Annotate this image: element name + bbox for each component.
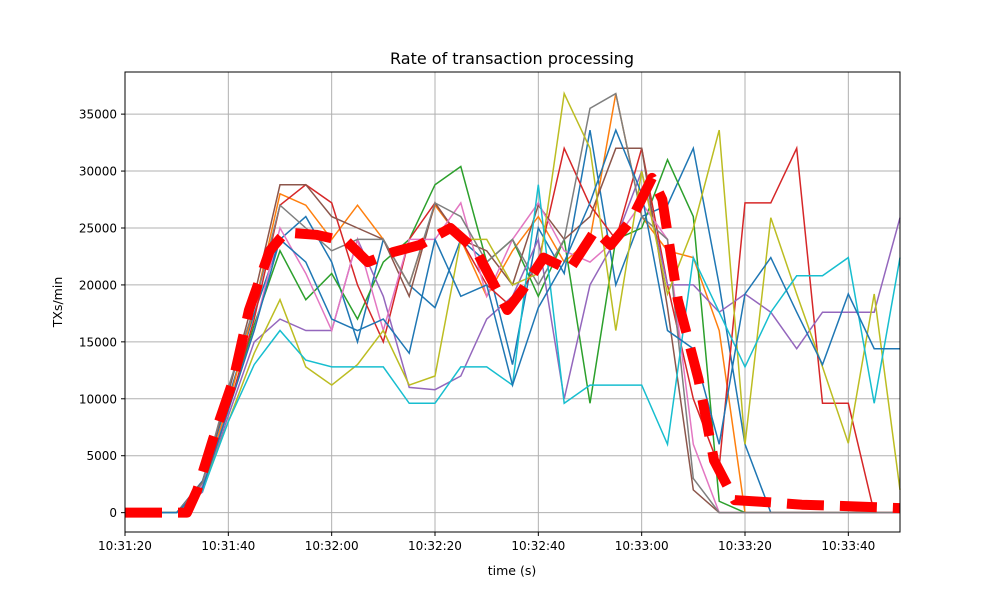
x-tick-label: 10:33:20 xyxy=(718,539,772,553)
x-tick-label: 10:31:20 xyxy=(98,539,152,553)
y-tick-label: 0 xyxy=(109,506,117,520)
x-tick-label: 10:32:40 xyxy=(511,539,565,553)
y-tick-label: 30000 xyxy=(79,165,117,179)
series-line-11 xyxy=(125,127,900,514)
series-line-9 xyxy=(125,91,901,514)
y-tick-label: 15000 xyxy=(79,335,117,349)
y-tick-label: 20000 xyxy=(79,278,117,292)
x-tick-label: 10:32:00 xyxy=(305,539,359,553)
x-axis-label: time (s) xyxy=(488,563,536,578)
y-tick-label: 10000 xyxy=(79,392,117,406)
x-tick-label: 10:32:20 xyxy=(408,539,462,553)
x-tick-label: 10:33:00 xyxy=(615,539,669,553)
ticks: 10:31:20 10:31:40 10:32:00 10:32:20 10:32:40… xyxy=(79,108,875,553)
y-tick-label: 5000 xyxy=(86,449,117,463)
mean-line xyxy=(125,172,901,518)
x-tick-label: 10:33:40 xyxy=(821,539,875,553)
x-tick-label: 10:31:40 xyxy=(201,539,255,553)
chart-title: Rate of transaction processing xyxy=(390,49,634,68)
axes-frame xyxy=(124,71,901,533)
y-tick-label: 25000 xyxy=(79,221,117,235)
plot-lines xyxy=(125,91,901,518)
y-axis-label: TXs/min xyxy=(50,277,65,329)
y-tick-label: 35000 xyxy=(79,108,117,122)
